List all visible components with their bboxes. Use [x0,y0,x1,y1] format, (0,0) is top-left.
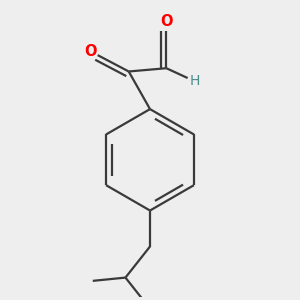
Text: O: O [160,14,172,29]
Text: H: H [190,74,200,88]
Text: O: O [84,44,97,59]
